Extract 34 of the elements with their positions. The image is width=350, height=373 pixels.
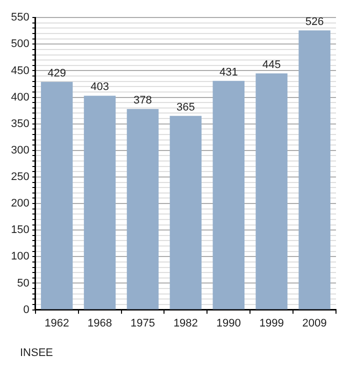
x-tick-label: 1968: [88, 317, 112, 330]
data-label: 431: [219, 66, 238, 78]
x-tick-label: 2009: [302, 317, 327, 330]
data-label: 445: [262, 58, 281, 71]
y-tick-label: 100: [10, 250, 30, 263]
y-tick-label: 50: [17, 277, 30, 290]
y-tick-label: 150: [10, 224, 30, 236]
y-tick-label: 200: [10, 198, 30, 210]
text: INSEE: [20, 347, 54, 359]
bar: [298, 30, 330, 310]
bar: [126, 108, 159, 310]
x-tick-label: 1975: [130, 317, 155, 330]
x-tick-label: 1999: [259, 317, 284, 330]
data-label: 365: [176, 101, 195, 114]
bar: [40, 82, 73, 310]
x-tick-label: 1990: [216, 317, 241, 330]
x-tick-label: 1962: [44, 317, 70, 330]
bar: [212, 80, 245, 310]
x-tick-label: 1982: [173, 317, 198, 330]
y-tick-label: 300: [10, 144, 30, 156]
y-tick-label: 400: [10, 91, 30, 104]
data-label: 378: [134, 94, 152, 107]
y-tick-label: 450: [10, 64, 30, 77]
y-tick-label: 550: [10, 12, 30, 24]
y-tick-label: 350: [10, 118, 30, 130]
y-tick-label: 0: [23, 304, 30, 316]
bar: [170, 116, 202, 310]
data-label: 526: [305, 16, 324, 28]
bar: [84, 96, 116, 310]
data-label: 429: [48, 67, 66, 80]
y-tick-label: 250: [10, 171, 30, 184]
bar: [256, 73, 288, 310]
data-label: 403: [90, 81, 109, 94]
y-tick-label: 500: [10, 38, 30, 50]
